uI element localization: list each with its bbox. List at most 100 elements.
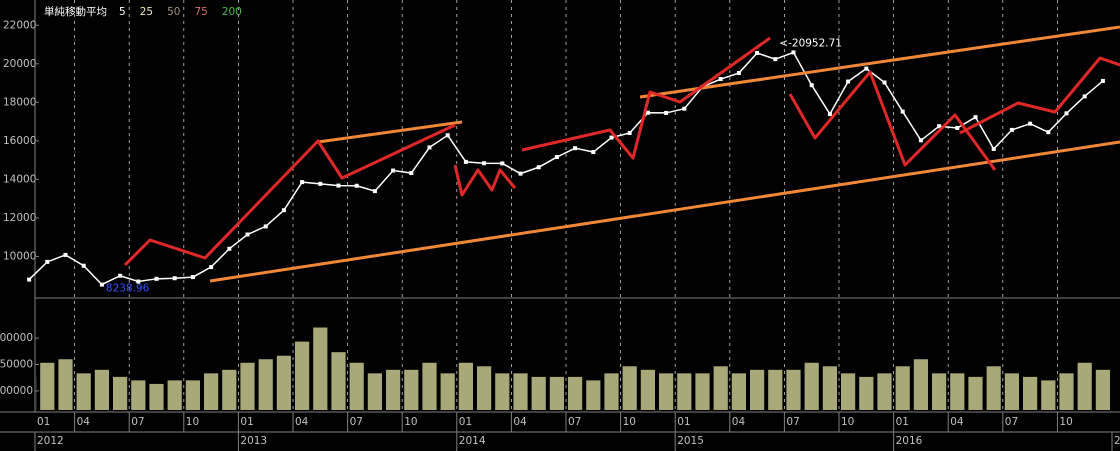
price-point	[736, 71, 741, 76]
price-point	[372, 189, 377, 194]
price-point	[827, 112, 832, 117]
volume-bar	[295, 341, 310, 410]
x-tick-label: 07	[1005, 416, 1018, 428]
x-tick-label: 04	[732, 416, 746, 428]
legend-item: 75	[194, 6, 207, 18]
volume-bar	[131, 380, 146, 410]
x-tick-label: 04	[950, 416, 964, 428]
volume-bar	[276, 355, 291, 410]
price-point	[1009, 127, 1014, 132]
upper-channel-early	[317, 120, 463, 144]
x-tick-label: 10	[623, 416, 636, 428]
volume-tick-label: 1500000	[0, 385, 33, 397]
price-point	[118, 273, 123, 278]
price-point	[227, 246, 232, 251]
volume-bar	[1004, 373, 1019, 410]
x-tick-label: 04	[77, 416, 91, 428]
volume-bar	[94, 369, 109, 410]
price-point	[190, 275, 195, 280]
price-point	[409, 171, 414, 176]
annotation: 8238.96	[106, 282, 150, 294]
year-label: 2016	[896, 435, 923, 447]
volume-bar	[549, 376, 564, 410]
volume-bar	[331, 352, 346, 410]
volume-panel	[36, 327, 1110, 410]
price-point	[645, 110, 650, 115]
volume-bar	[1041, 380, 1056, 410]
volume-bar	[240, 362, 255, 410]
volume-bar	[367, 373, 382, 410]
price-point	[81, 263, 86, 268]
volume-bar	[859, 376, 874, 410]
x-tick-label: 07	[131, 416, 144, 428]
volume-bar	[258, 359, 273, 410]
zigzag	[453, 164, 517, 197]
volume-bar	[113, 376, 128, 410]
x-tick-label: 01	[677, 416, 690, 428]
price-point	[263, 224, 268, 229]
volume-bar	[167, 380, 182, 410]
volume-bar	[841, 373, 856, 410]
price-point	[172, 276, 177, 281]
volume-bar	[713, 366, 728, 410]
zigzag	[959, 56, 1120, 135]
price-point	[809, 83, 814, 88]
price-point	[755, 51, 760, 56]
price-point	[1100, 78, 1105, 83]
zigzag	[521, 36, 771, 160]
year-label: 20	[1114, 435, 1120, 447]
year-label: 2013	[240, 435, 267, 447]
volume-bar	[586, 380, 601, 410]
volume-bar	[604, 373, 619, 410]
price-point	[1046, 130, 1051, 135]
price-point	[536, 165, 541, 170]
price-point	[664, 110, 669, 115]
volume-bar	[695, 373, 710, 410]
price-point	[45, 259, 50, 264]
volume-bar	[349, 362, 364, 410]
volume-bar	[877, 373, 892, 410]
legend-item: 50	[167, 6, 180, 18]
volume-bar	[222, 369, 237, 410]
price-point	[991, 146, 996, 151]
volume-bar	[913, 359, 928, 410]
price-point	[573, 146, 578, 151]
y-tick-label: 18000	[3, 96, 36, 108]
y-tick-label: 12000	[3, 212, 36, 224]
volume-bar	[895, 366, 910, 410]
volume-bar	[986, 366, 1001, 410]
price-point	[1082, 94, 1087, 99]
price-panel: <-20952.71 8238.96	[27, 37, 1105, 294]
volume-bar	[677, 373, 692, 410]
y-tick-label: 10000	[3, 250, 36, 262]
volume-bar	[1059, 373, 1074, 410]
volume-bar	[422, 362, 437, 410]
volume-bar	[495, 373, 510, 410]
x-tick-label: 10	[186, 416, 199, 428]
x-tick-label: 10	[841, 416, 854, 428]
price-point	[281, 208, 286, 213]
volume-bar	[731, 373, 746, 410]
volume-bar	[568, 376, 583, 410]
lower-channel	[209, 140, 1120, 283]
legend-item: 5	[119, 6, 126, 18]
price-point	[1064, 111, 1069, 116]
volume-bar	[404, 369, 419, 410]
x-tick-label: 04	[513, 416, 527, 428]
price-point	[1028, 121, 1033, 126]
trend-lines	[123, 25, 1120, 283]
price-point	[918, 138, 923, 143]
volume-bar	[149, 383, 164, 410]
volume-bar	[750, 369, 765, 410]
year-label: 2015	[677, 435, 704, 447]
price-point	[627, 130, 632, 135]
y-tick-label: 20000	[3, 58, 36, 70]
volume-bar	[1095, 369, 1110, 410]
legend-item: 25	[140, 6, 153, 18]
price-point	[245, 232, 250, 237]
zigzag	[123, 123, 456, 267]
price-point	[773, 57, 778, 62]
price-line	[28, 51, 1104, 286]
volume-bar	[640, 369, 655, 410]
